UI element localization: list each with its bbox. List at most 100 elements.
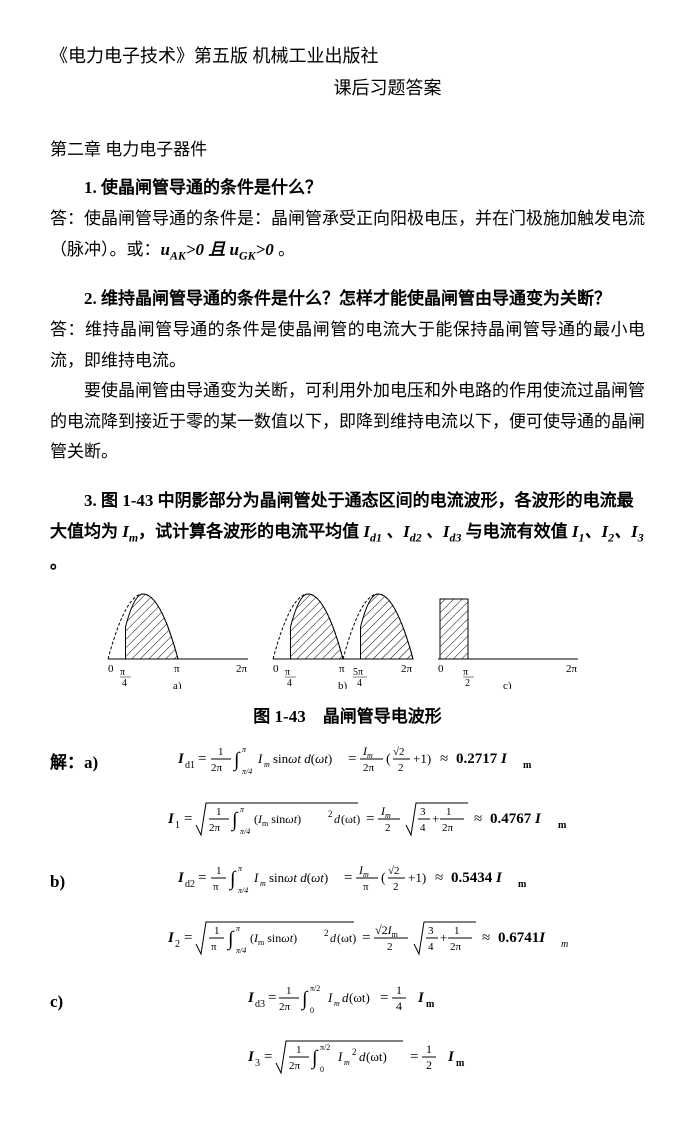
svg-text:∫: ∫ bbox=[226, 928, 235, 951]
sol-b-Id: b) Id2 = 1π ∫ ππ/4 Im sinωt d(ωt) = Im π… bbox=[50, 857, 645, 908]
title-block: 《电力电子技术》第五版 机械工业出版社 课后习题答案 bbox=[50, 40, 645, 105]
q3-p4: 。 bbox=[50, 553, 67, 572]
svg-text:≈: ≈ bbox=[474, 811, 482, 827]
svg-text:m: m bbox=[518, 879, 527, 890]
svg-text:0.4767 I: 0.4767 I bbox=[490, 811, 542, 827]
svg-text:π: π bbox=[213, 881, 219, 893]
svg-text:4: 4 bbox=[420, 822, 426, 834]
svg-text:b): b) bbox=[338, 680, 348, 689]
svg-text:0.5434 I: 0.5434 I bbox=[451, 870, 503, 886]
svg-text:d: d bbox=[334, 812, 341, 826]
svg-text:I: I bbox=[247, 990, 255, 1006]
svg-text:I: I bbox=[253, 870, 259, 885]
svg-text:≈: ≈ bbox=[440, 751, 448, 767]
svg-text:=: = bbox=[184, 930, 192, 946]
svg-text:=: = bbox=[198, 751, 206, 767]
waveform-svg: 0 π 4 π 2π a) 0 π 4 π 5π 4 2π b) 0 π 2 2… bbox=[98, 589, 598, 689]
svg-text:=: = bbox=[410, 1049, 418, 1065]
svg-text:∫: ∫ bbox=[232, 749, 241, 772]
svg-text:π/4: π/4 bbox=[238, 886, 248, 895]
svg-text:3: 3 bbox=[255, 1058, 260, 1069]
svg-text:≈: ≈ bbox=[435, 870, 443, 886]
svg-text:π/4: π/4 bbox=[240, 827, 250, 836]
svg-text:0.6741I: 0.6741I bbox=[498, 930, 546, 946]
svg-text:=: = bbox=[264, 1049, 272, 1065]
svg-text:π: π bbox=[339, 663, 345, 675]
sol-c-Id: c) Id3 = 12π ∫ π/20 Im d(ωt) = 14 Im bbox=[50, 977, 645, 1028]
svg-text:1: 1 bbox=[216, 865, 222, 877]
svg-text:d: d bbox=[342, 990, 349, 1005]
svg-text:d3: d3 bbox=[255, 999, 265, 1010]
svg-text:4: 4 bbox=[287, 678, 292, 689]
formula-a-I: I1 = 12π ∫ ππ/4 (Im sinωt) 2 d(ωt) = Im … bbox=[130, 795, 645, 852]
svg-text:1: 1 bbox=[446, 806, 452, 818]
svg-text:4: 4 bbox=[428, 941, 434, 953]
svg-text:+1): +1) bbox=[413, 751, 431, 766]
svg-text:=: = bbox=[380, 990, 388, 1006]
svg-text:2π: 2π bbox=[289, 1060, 301, 1072]
svg-text:√2: √2 bbox=[388, 865, 400, 877]
sol-c-label: c) bbox=[50, 987, 130, 1018]
svg-text:2: 2 bbox=[385, 822, 391, 834]
svg-text:1: 1 bbox=[175, 820, 180, 831]
svg-text:0: 0 bbox=[108, 663, 114, 675]
sol-a-Id: 解：a) I d1 = 12π ∫ π π/4 Im sinωt d(ωt) =… bbox=[50, 738, 645, 789]
svg-text:√2: √2 bbox=[393, 746, 405, 758]
svg-text:π: π bbox=[463, 667, 468, 678]
svg-text:1: 1 bbox=[286, 985, 292, 997]
svg-text:2: 2 bbox=[387, 941, 393, 953]
svg-text:2π: 2π bbox=[450, 941, 462, 953]
svg-text:2π: 2π bbox=[236, 663, 248, 675]
svg-text:1: 1 bbox=[426, 1042, 432, 1056]
svg-text:sinωt d(ωt): sinωt d(ωt) bbox=[273, 751, 332, 766]
title-line1: 《电力电子技术》第五版 机械工业出版社 bbox=[50, 40, 645, 72]
q1-answer-text: 答：使晶闸管导通的条件是：晶闸管承受正向阳极电压，并在门极施加触发电流（脉冲）。… bbox=[50, 209, 645, 259]
svg-text:2π: 2π bbox=[209, 822, 221, 834]
svg-text:=: = bbox=[348, 751, 356, 767]
svg-text:1: 1 bbox=[218, 746, 224, 758]
q2-answer2: 要使晶闸管由导通变为关断，可利用外加电压和外电路的作用使流过晶闸管的电流降到接近… bbox=[50, 376, 645, 468]
svg-text:d: d bbox=[359, 1049, 366, 1064]
svg-text:m: m bbox=[523, 760, 532, 771]
svg-text:2: 2 bbox=[324, 928, 329, 938]
sol-a-I: I1 = 12π ∫ ππ/4 (Im sinωt) 2 d(ωt) = Im … bbox=[50, 795, 645, 852]
svg-text:m: m bbox=[456, 1058, 465, 1069]
svg-text:4: 4 bbox=[357, 678, 362, 689]
svg-text:∫: ∫ bbox=[310, 1047, 319, 1070]
svg-text:d1: d1 bbox=[185, 760, 195, 771]
svg-text:√2Im: √2Im bbox=[375, 923, 399, 939]
svg-text:I: I bbox=[337, 1049, 343, 1064]
q3-prompt: 3. 图 1-43 中阴影部分为晶闸管处于通态区间的电流波形，各波形的电流最大值… bbox=[50, 486, 645, 579]
svg-text:2: 2 bbox=[393, 881, 399, 893]
svg-text:sinωt d(ωt): sinωt d(ωt) bbox=[269, 870, 328, 885]
svg-text:3: 3 bbox=[420, 806, 426, 818]
q1-prompt: 1. 使晶闸管导通的条件是什么？ bbox=[50, 173, 645, 204]
svg-text:I: I bbox=[168, 811, 175, 827]
svg-text:π/4: π/4 bbox=[236, 946, 246, 955]
svg-text:m: m bbox=[260, 879, 266, 888]
svg-text:I: I bbox=[178, 751, 185, 767]
svg-text:π/2: π/2 bbox=[310, 984, 320, 993]
title-line2: 课后习题答案 bbox=[50, 72, 645, 104]
svg-text:π: π bbox=[363, 881, 369, 893]
svg-text:2π: 2π bbox=[211, 762, 223, 774]
svg-text:0: 0 bbox=[438, 663, 444, 675]
svg-text:(: ( bbox=[381, 871, 386, 886]
q1-answer: 答：使晶闸管导通的条件是：晶闸管承受正向阳极电压，并在门极施加触发电流（脉冲）。… bbox=[50, 204, 645, 266]
svg-text:=: = bbox=[366, 811, 374, 827]
svg-text:2π: 2π bbox=[363, 762, 375, 774]
svg-text:2π: 2π bbox=[401, 663, 413, 675]
svg-text:d: d bbox=[330, 931, 337, 945]
svg-text:(ωt): (ωt) bbox=[366, 1049, 387, 1064]
svg-text:I: I bbox=[417, 990, 425, 1006]
svg-text:I: I bbox=[257, 751, 263, 766]
svg-text:I: I bbox=[178, 870, 185, 886]
svg-text:Im: Im bbox=[380, 804, 391, 820]
svg-text:4: 4 bbox=[396, 999, 402, 1013]
svg-text:(Im sinωt): (Im sinωt) bbox=[254, 812, 301, 828]
svg-text:m: m bbox=[558, 820, 567, 831]
chapter-heading: 第二章 电力电子器件 bbox=[50, 135, 645, 166]
svg-text:π: π bbox=[236, 924, 241, 933]
svg-text:2π: 2π bbox=[279, 1001, 291, 1013]
svg-text:a): a) bbox=[173, 680, 182, 689]
